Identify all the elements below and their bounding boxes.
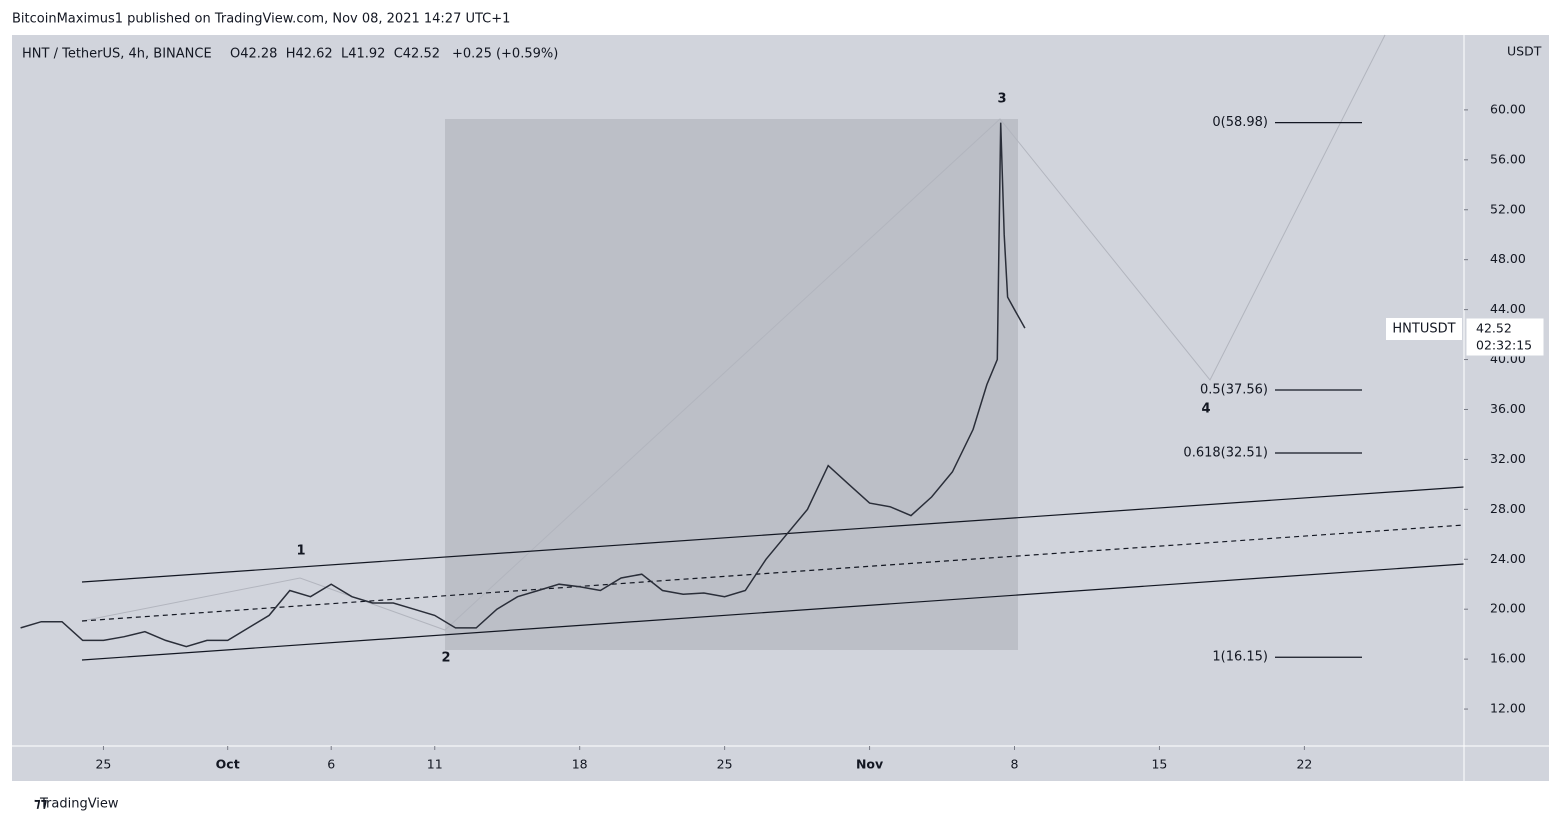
y-tick-label: 12.00	[1490, 701, 1526, 716]
channel-upper	[81, 486, 1465, 583]
y-tick-label: 56.00	[1490, 151, 1526, 166]
y-tick-label: 48.00	[1490, 251, 1526, 266]
y-tick-label: 36.00	[1490, 401, 1526, 416]
footer-brand: TradingView	[39, 797, 119, 812]
header: BitcoinMaximus1 published on TradingView…	[12, 12, 510, 27]
y-tick-label: 60.00	[1490, 101, 1526, 116]
x-tick-label: 25	[717, 757, 733, 772]
x-tick-label: 22	[1296, 757, 1312, 772]
y-tick-label: 24.00	[1490, 551, 1526, 566]
axis-unit: USDT	[1507, 44, 1542, 59]
fib-label: 0.5(37.56)	[1200, 383, 1268, 398]
x-tick-label: Oct	[216, 757, 240, 772]
x-tick-label: 6	[327, 757, 335, 772]
y-tick-label: 28.00	[1490, 501, 1526, 516]
y-tick-label: 44.00	[1490, 301, 1526, 316]
wave-label: 3	[997, 92, 1006, 107]
price-line	[20, 122, 1026, 648]
x-tick-label: 15	[1151, 757, 1167, 772]
price-label: 42.52	[1476, 321, 1512, 336]
y-tick-label: 20.00	[1490, 601, 1526, 616]
wave-label: 4	[1201, 402, 1210, 417]
wave-label: 2	[441, 651, 450, 666]
channel-mid	[81, 524, 1465, 622]
x-tick-label: 25	[95, 757, 111, 772]
fib-label: 0.618(32.51)	[1183, 446, 1268, 461]
ticker-label: HNTUSDT	[1392, 322, 1455, 337]
x-tick-label: 8	[1011, 757, 1019, 772]
highlight-box	[445, 119, 1018, 650]
x-tick-label: 18	[572, 757, 588, 772]
channel-lower	[81, 563, 1465, 661]
logo: ⁊⁊	[34, 797, 48, 812]
y-tick-label: 32.00	[1490, 451, 1526, 466]
y-tick-label: 52.00	[1490, 201, 1526, 216]
symbol: HNT / TetherUS, 4h, BINANCE	[22, 47, 212, 62]
x-tick-label: Nov	[856, 757, 883, 772]
wave-path	[81, 34, 1386, 631]
ohlc: O42.28 H42.62 L41.92 C42.52	[230, 47, 440, 62]
x-tick-label: 11	[427, 757, 443, 772]
ticker-box	[1386, 318, 1462, 340]
fib-label: 1(16.15)	[1212, 650, 1268, 665]
wave-label: 1	[296, 544, 305, 559]
countdown-label: 02:32:15	[1476, 338, 1532, 353]
fib-label: 0(58.98)	[1212, 115, 1268, 130]
change: +0.25 (+0.59%)	[452, 47, 558, 62]
y-tick-label: 16.00	[1490, 651, 1526, 666]
price-box	[1465, 317, 1545, 357]
